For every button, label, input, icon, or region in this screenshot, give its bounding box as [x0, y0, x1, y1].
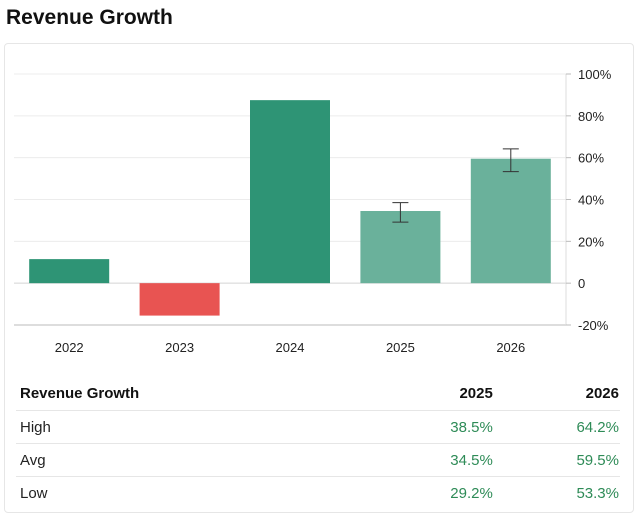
- table-cell: 53.3%: [576, 484, 619, 502]
- y-axis-ticks: -20% 0 20% 40% 60% 80% 100%: [566, 67, 612, 333]
- bar-2023: [139, 283, 220, 316]
- revenue-growth-chart: -20%020%40%60%80%100% 2022 2023 2024 2025 20…: [14, 67, 612, 355]
- y-tick-label: 40%: [578, 193, 604, 208]
- table-cell: 38.5%: [367, 410, 494, 444]
- table-header-label: Revenue Growth: [16, 376, 368, 411]
- bar-2026: [470, 158, 551, 284]
- error-bars: [392, 148, 519, 223]
- table-cell: 59.5%: [493, 443, 620, 477]
- bar-2025: [360, 211, 441, 284]
- y-tick-label: -20%: [578, 318, 609, 333]
- table-cell: 64.2%: [493, 410, 620, 444]
- y-tick-label: 80%: [578, 109, 604, 124]
- table-header-2025: 2025: [367, 376, 494, 411]
- table-header-2026: 2026: [493, 376, 620, 411]
- x-tick-label: 2023: [165, 340, 194, 355]
- table-row-low: Low 29.2% 53.3%: [16, 477, 620, 510]
- bars: [29, 100, 551, 316]
- y-tick-label: 0: [578, 276, 585, 291]
- x-tick-label: 2022: [55, 340, 84, 355]
- row-label: Avg: [16, 443, 368, 477]
- page-title: Revenue Growth: [6, 6, 173, 29]
- y-tick-label: 60%: [578, 151, 604, 166]
- table-header-row: Revenue Growth 2025 2026: [16, 376, 620, 411]
- forecast-table: Revenue Growth 2025 2026 High 38.5% 64.2…: [16, 376, 620, 509]
- y-tick-label: 100%: [578, 67, 612, 82]
- bar-2024: [250, 100, 330, 284]
- table-row-high: High 38.5% 64.2%: [16, 410, 620, 444]
- y-tick-label: 20%: [578, 234, 604, 249]
- bar-2022: [29, 259, 110, 284]
- table-row-avg: Avg 34.5% 59.5%: [16, 443, 620, 477]
- x-tick-label: 2024: [276, 340, 305, 355]
- row-label: High: [16, 410, 368, 444]
- x-tick-label: 2026: [496, 340, 525, 355]
- row-label: Low: [20, 484, 48, 502]
- x-axis-ticks: 2022 2023 2024 2025 2026: [55, 340, 526, 355]
- table-cell: 29.2%: [450, 484, 493, 502]
- table-cell: 34.5%: [367, 443, 494, 477]
- x-tick-label: 2025: [386, 340, 415, 355]
